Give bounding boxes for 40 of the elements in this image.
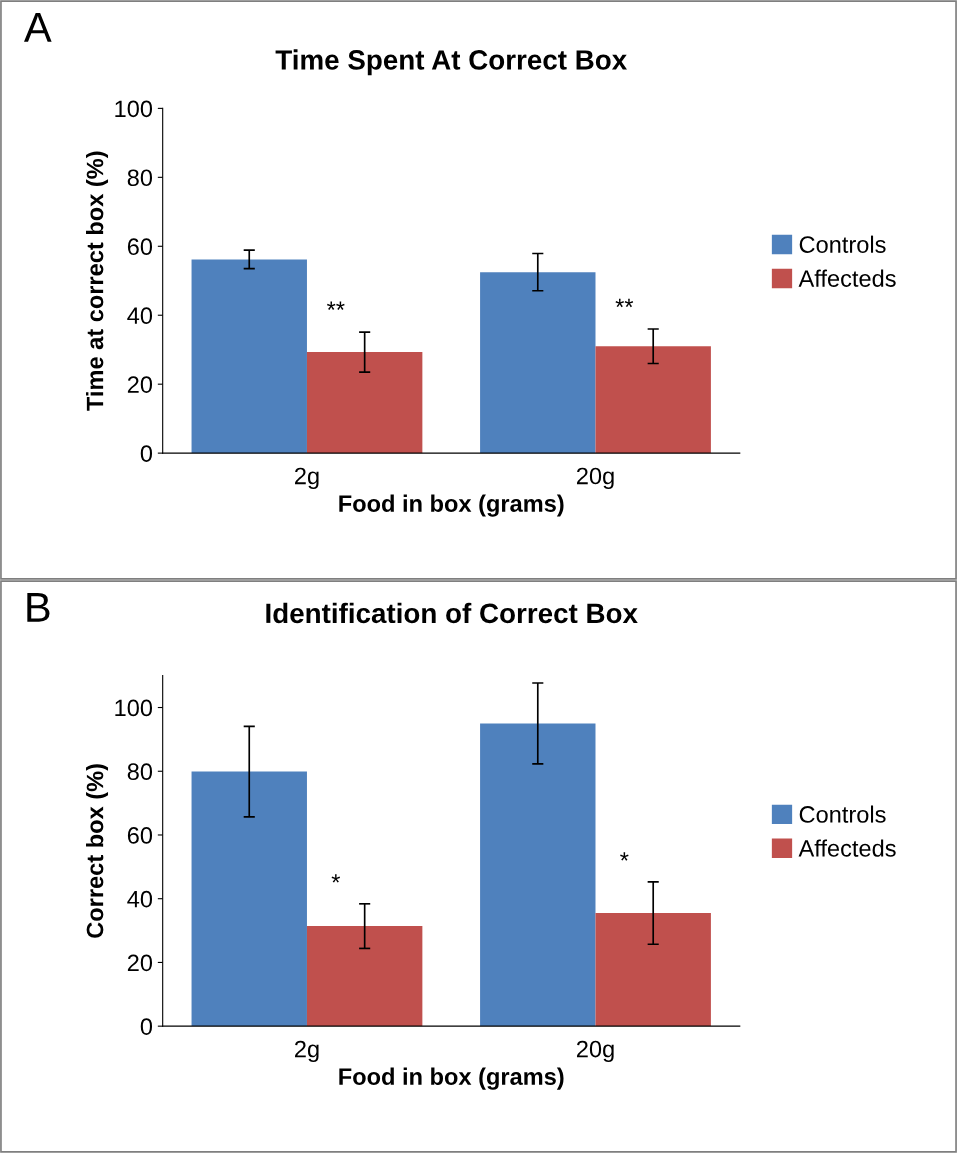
legend-label: Controls	[799, 805, 886, 823]
y-tick-label: 80	[127, 763, 153, 781]
annotation: **	[615, 298, 634, 308]
annotation: **	[327, 301, 345, 310]
y-tick-label: 20	[127, 954, 153, 972]
y-tick-label: 60	[127, 827, 153, 844]
bar	[306, 926, 423, 1027]
bar	[191, 771, 307, 1027]
y-tick-label: 40	[127, 307, 153, 325]
y-axis-title: Time at correct box (%)	[86, 151, 109, 411]
y-tick-label: 0	[140, 1018, 153, 1035]
annotation: *	[620, 852, 629, 861]
x-tick-label: 20g	[576, 1040, 614, 1063]
annotation: *	[331, 874, 341, 883]
y-axis-title: Correct box (%)	[86, 764, 109, 938]
text: B	[27, 593, 50, 622]
bar	[480, 723, 596, 1027]
legend-label: Controls	[799, 235, 886, 253]
y-tick-label: 100	[115, 100, 153, 118]
y-tick-label: 0	[140, 445, 153, 462]
x-tick-label: 2g	[295, 467, 319, 490]
x-tick-label: 20g	[576, 467, 614, 490]
x-tick-label: 2g	[295, 1040, 319, 1063]
y-tick-label: 80	[127, 169, 153, 187]
chart-title: Time Spent At Correct Box	[275, 49, 627, 76]
y-tick-label: 40	[127, 890, 153, 908]
y-tick-label: 20	[127, 376, 153, 393]
bar	[595, 346, 711, 454]
y-tick-label: 100	[115, 699, 153, 717]
bar	[306, 352, 423, 454]
y-tick-label: 60	[127, 238, 153, 256]
text: A	[24, 13, 52, 42]
x-axis-title: Food in box (grams)	[339, 494, 564, 517]
legend-label: Affecteds	[798, 269, 896, 287]
x-axis-title: Food in box (grams)	[339, 1067, 564, 1090]
legend-label: Affecteds	[798, 839, 896, 857]
bar	[480, 272, 596, 454]
bar	[595, 913, 711, 1027]
bar	[191, 259, 307, 454]
chart-title: Identification of Correct Box	[266, 602, 638, 624]
